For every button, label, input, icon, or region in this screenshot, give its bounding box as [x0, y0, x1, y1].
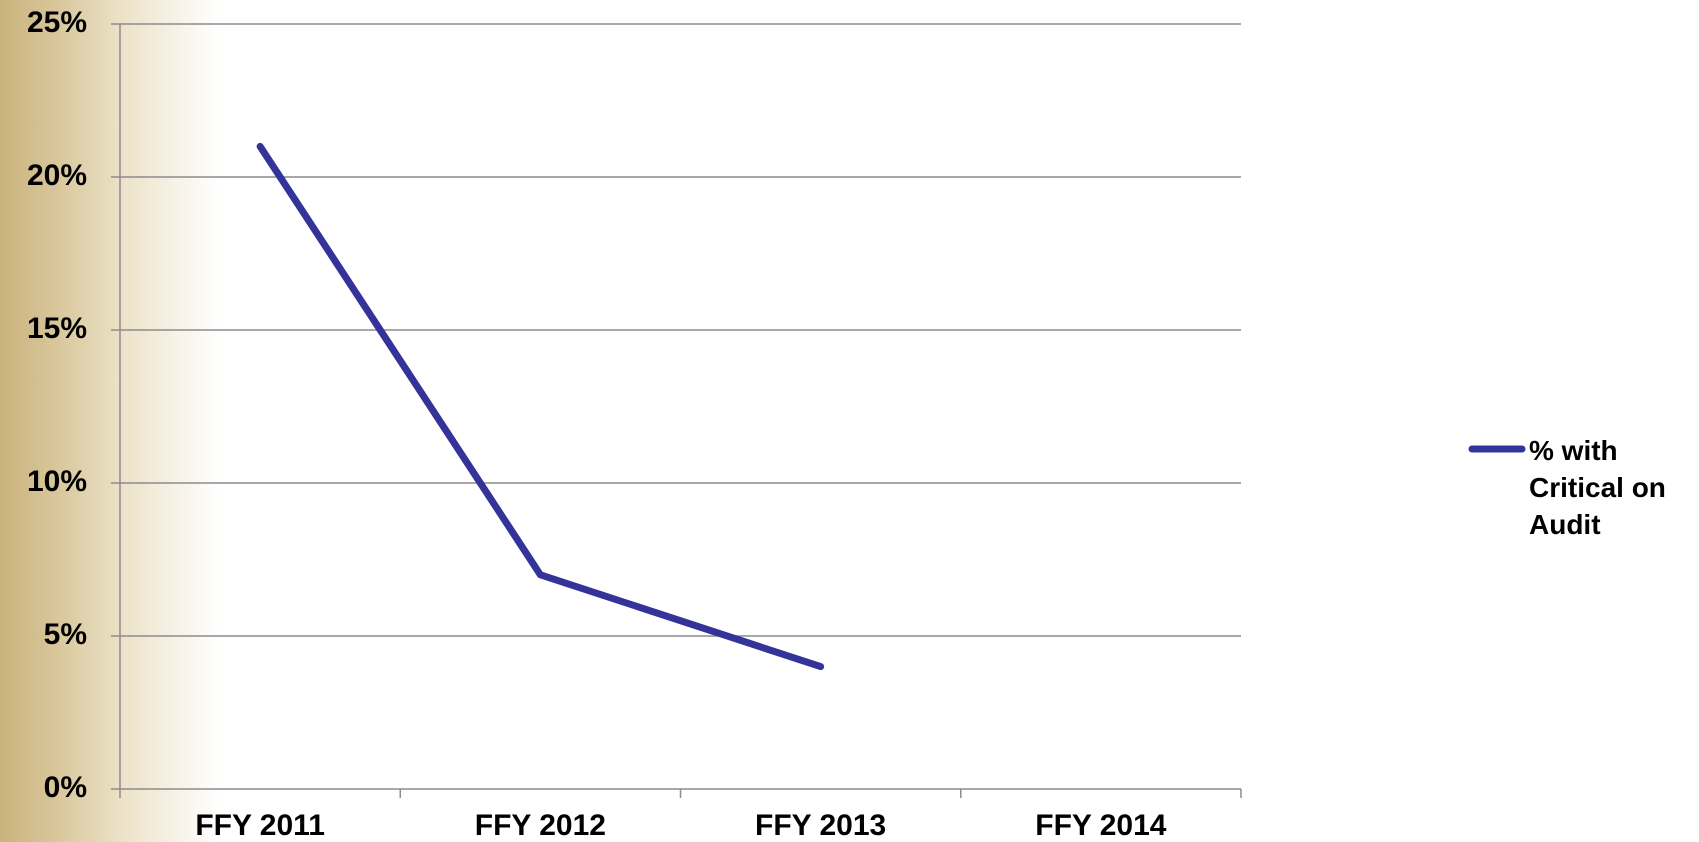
x-tick-label: FFY 2013: [755, 809, 886, 842]
y-tick-label: 0%: [44, 771, 87, 804]
data-line: [256, 142, 825, 671]
x-tick-label: FFY 2014: [1035, 809, 1167, 842]
y-tick-label: 25%: [27, 6, 87, 39]
x-tick-label: FFY 2012: [475, 809, 606, 842]
x-tick-label: FFY 2011: [195, 809, 325, 842]
background-image: [0, 0, 220, 842]
y-tick-label: 20%: [27, 159, 87, 192]
legend-label: % with Critical on Audit: [1529, 435, 1666, 540]
y-tick-label: 15%: [27, 312, 87, 345]
y-tick-label: 5%: [44, 618, 87, 651]
y-tick-label: 10%: [27, 465, 87, 498]
